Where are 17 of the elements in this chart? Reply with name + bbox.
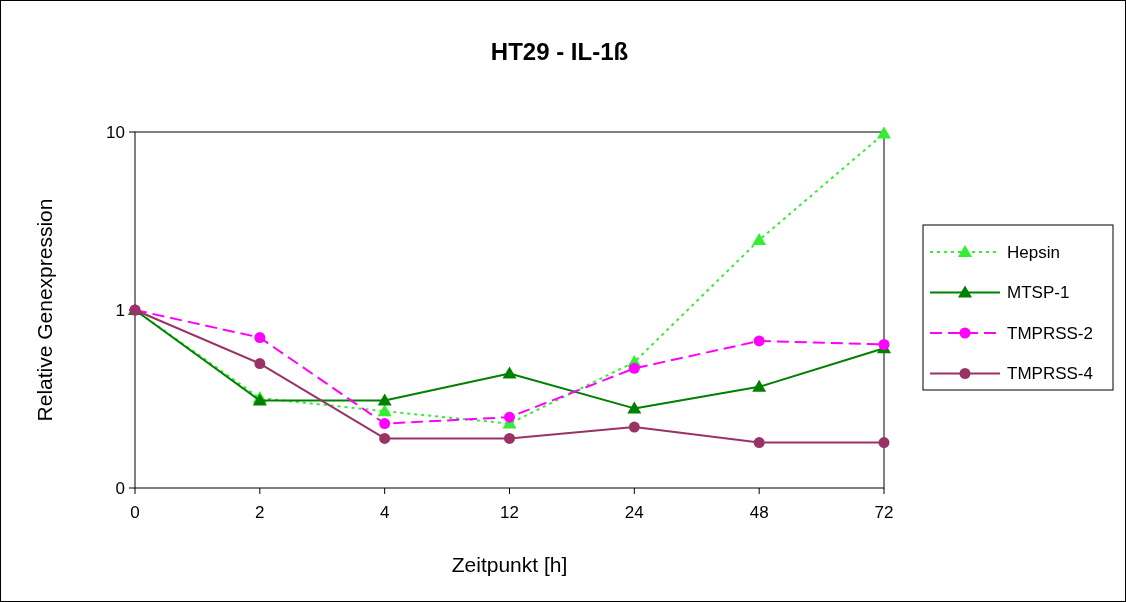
y-tick-label: 0: [115, 478, 125, 498]
x-tick-label: 2: [255, 503, 265, 522]
legend-label: Hepsin: [1007, 242, 1060, 262]
x-tick-label: 12: [500, 503, 519, 522]
x-tick-label: 0: [130, 503, 140, 522]
legend-label: MTSP-1: [1007, 283, 1070, 303]
legend-label: TMPRSS-2: [1007, 323, 1093, 343]
x-axis-title: Zeitpunkt [h]: [451, 553, 568, 576]
x-tick-label: 4: [379, 503, 390, 522]
x-tick-label: 72: [874, 503, 894, 522]
x-tick-label: 48: [749, 503, 769, 522]
legend-label: TMPRSS-4: [1007, 364, 1093, 384]
y-tick-label: 1: [115, 300, 125, 320]
x-tick-label: 24: [624, 503, 644, 522]
y-tick-label: 10: [106, 122, 125, 142]
chart-title: HT29 - IL-1ß: [490, 38, 629, 65]
y-axis-title: Relative Genexpression: [33, 198, 56, 422]
